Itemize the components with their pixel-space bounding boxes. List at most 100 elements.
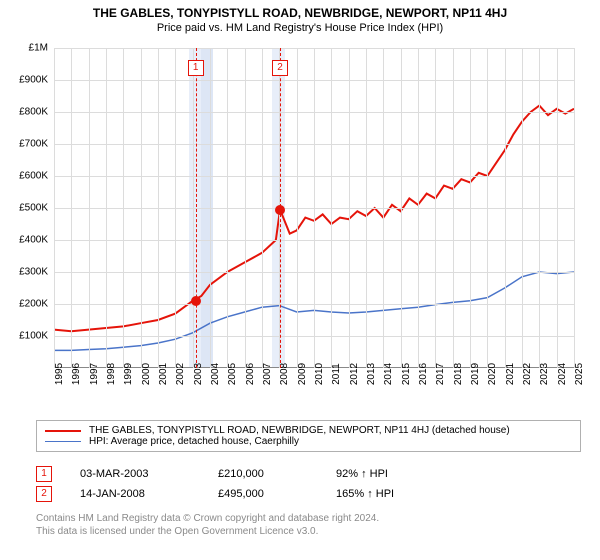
legend-item: THE GABLES, TONYPISTYLL ROAD, NEWBRIDGE,…	[45, 425, 572, 436]
grid-line-v	[453, 48, 454, 368]
sale-event-dot	[191, 296, 201, 306]
x-tick-label: 2021	[505, 363, 516, 385]
x-tick-label: 2016	[418, 363, 429, 385]
sale-row-index: 1	[36, 466, 52, 482]
y-tick-label: £900K	[19, 75, 48, 86]
x-tick-label: 1999	[123, 363, 134, 385]
sale-row: 2 14-JAN-2008 £495,000 165% ↑ HPI	[36, 486, 394, 502]
footer-text: Contains HM Land Registry data © Crown c…	[36, 512, 379, 538]
grid-line-v	[505, 48, 506, 368]
legend-swatch	[45, 430, 81, 432]
x-tick-label: 2013	[366, 363, 377, 385]
x-tick-label: 2007	[262, 363, 273, 385]
grid-line-v	[574, 48, 575, 368]
grid-line-v	[470, 48, 471, 368]
grid-line-v	[331, 48, 332, 368]
sale-row: 1 03-MAR-2003 £210,000 92% ↑ HPI	[36, 466, 394, 482]
x-tick-label: 2009	[297, 363, 308, 385]
footer-line-2: This data is licensed under the Open Gov…	[36, 525, 379, 538]
x-tick-label: 2017	[435, 363, 446, 385]
chart-subtitle: Price paid vs. HM Land Registry's House …	[0, 20, 600, 34]
y-tick-label: £100K	[19, 331, 48, 342]
x-tick-label: 2020	[487, 363, 498, 385]
x-tick-label: 2024	[557, 363, 568, 385]
x-tick-label: 2023	[539, 363, 550, 385]
sale-event-dot	[275, 205, 285, 215]
x-tick-label: 1996	[71, 363, 82, 385]
grid-line-v	[557, 48, 558, 368]
grid-line-v	[262, 48, 263, 368]
x-tick-label: 2001	[158, 363, 169, 385]
sale-row-hpi: 165% ↑ HPI	[336, 488, 394, 500]
y-tick-label: £600K	[19, 171, 48, 182]
sales-table: 1 03-MAR-2003 £210,000 92% ↑ HPI 2 14-JAN-200…	[36, 466, 394, 506]
grid-line-v	[193, 48, 194, 368]
y-tick-label: £800K	[19, 107, 48, 118]
grid-line-v	[487, 48, 488, 368]
sale-event-marker: 2	[272, 60, 288, 76]
grid-line-v	[245, 48, 246, 368]
x-tick-label: 2018	[453, 363, 464, 385]
y-tick-label: £200K	[19, 299, 48, 310]
x-tick-label: 2014	[383, 363, 394, 385]
legend: THE GABLES, TONYPISTYLL ROAD, NEWBRIDGE,…	[36, 420, 581, 452]
x-tick-label: 1995	[54, 363, 65, 385]
sale-row-hpi: 92% ↑ HPI	[336, 468, 388, 480]
plot-area: £100K£200K£300K£400K£500K£600K£700K£800K…	[54, 48, 574, 368]
grid-line-v	[54, 48, 55, 368]
y-tick-label: £400K	[19, 235, 48, 246]
sale-row-index: 2	[36, 486, 52, 502]
grid-line-v	[418, 48, 419, 368]
grid-line-v	[141, 48, 142, 368]
sale-event-marker: 1	[188, 60, 204, 76]
y-tick-label: £700K	[19, 139, 48, 150]
grid-line-v	[401, 48, 402, 368]
x-tick-label: 2019	[470, 363, 481, 385]
grid-line-v	[349, 48, 350, 368]
chart-container: THE GABLES, TONYPISTYLL ROAD, NEWBRIDGE,…	[0, 0, 600, 560]
grid-line-v	[435, 48, 436, 368]
grid-line-v	[106, 48, 107, 368]
chart-title: THE GABLES, TONYPISTYLL ROAD, NEWBRIDGE,…	[0, 0, 600, 20]
x-tick-label: 2006	[245, 363, 256, 385]
grid-line-v	[71, 48, 72, 368]
footer-line-1: Contains HM Land Registry data © Crown c…	[36, 512, 379, 525]
y-tick-label: £500K	[19, 203, 48, 214]
sale-event-line	[196, 48, 197, 368]
legend-swatch	[45, 441, 81, 442]
x-tick-label: 2005	[227, 363, 238, 385]
grid-line-v	[297, 48, 298, 368]
grid-line-v	[89, 48, 90, 368]
x-tick-label: 1997	[89, 363, 100, 385]
x-tick-label: 2003	[193, 363, 204, 385]
grid-line-v	[227, 48, 228, 368]
y-tick-label: £300K	[19, 267, 48, 278]
grid-line-v	[210, 48, 211, 368]
grid-line-v	[383, 48, 384, 368]
grid-line-v	[522, 48, 523, 368]
x-tick-label: 2022	[522, 363, 533, 385]
x-tick-label: 2015	[401, 363, 412, 385]
x-tick-label: 2011	[331, 363, 342, 385]
grid-line-v	[123, 48, 124, 368]
sale-row-price: £210,000	[218, 468, 308, 480]
x-tick-label: 2002	[175, 363, 186, 385]
grid-line-v	[158, 48, 159, 368]
x-tick-label: 2004	[210, 363, 221, 385]
legend-label: THE GABLES, TONYPISTYLL ROAD, NEWBRIDGE,…	[89, 425, 510, 436]
y-tick-label: £1M	[29, 43, 48, 54]
sale-row-date: 03-MAR-2003	[80, 468, 190, 480]
x-tick-label: 2025	[574, 363, 585, 385]
sale-row-date: 14-JAN-2008	[80, 488, 190, 500]
grid-line-v	[539, 48, 540, 368]
x-tick-label: 2012	[349, 363, 360, 385]
grid-line-v	[314, 48, 315, 368]
grid-line-v	[366, 48, 367, 368]
x-tick-label: 1998	[106, 363, 117, 385]
grid-line-v	[175, 48, 176, 368]
sale-row-price: £495,000	[218, 488, 308, 500]
x-tick-label: 2000	[141, 363, 152, 385]
x-tick-label: 2010	[314, 363, 325, 385]
legend-item: HPI: Average price, detached house, Caer…	[45, 436, 572, 447]
legend-label: HPI: Average price, detached house, Caer…	[89, 436, 299, 447]
